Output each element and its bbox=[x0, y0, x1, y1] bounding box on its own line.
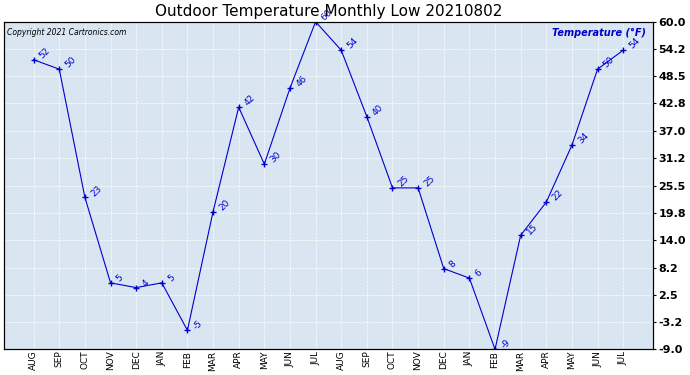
Text: 25: 25 bbox=[397, 174, 411, 189]
Text: 46: 46 bbox=[294, 74, 308, 89]
Text: 30: 30 bbox=[268, 150, 283, 165]
Text: 20: 20 bbox=[217, 198, 232, 212]
Text: -5: -5 bbox=[192, 318, 204, 331]
Text: -9: -9 bbox=[499, 337, 512, 350]
Text: 8: 8 bbox=[448, 259, 458, 269]
Text: 50: 50 bbox=[602, 56, 616, 70]
Text: 23: 23 bbox=[89, 184, 104, 198]
Title: Outdoor Temperature Monthly Low 20210802: Outdoor Temperature Monthly Low 20210802 bbox=[155, 4, 502, 19]
Text: 5: 5 bbox=[115, 273, 125, 284]
Text: 60: 60 bbox=[319, 8, 334, 22]
Text: Temperature (°F): Temperature (°F) bbox=[552, 28, 646, 38]
Text: 54: 54 bbox=[627, 36, 642, 51]
Text: 54: 54 bbox=[346, 36, 359, 51]
Text: 4: 4 bbox=[140, 278, 150, 288]
Text: 52: 52 bbox=[38, 46, 52, 60]
Text: 40: 40 bbox=[371, 103, 386, 117]
Text: 22: 22 bbox=[551, 188, 565, 203]
Text: 5: 5 bbox=[166, 273, 177, 284]
Text: 34: 34 bbox=[576, 131, 591, 146]
Text: 25: 25 bbox=[422, 174, 437, 189]
Text: 6: 6 bbox=[473, 268, 484, 279]
Text: 42: 42 bbox=[243, 93, 257, 108]
Text: Copyright 2021 Cartronics.com: Copyright 2021 Cartronics.com bbox=[8, 28, 127, 37]
Text: 15: 15 bbox=[525, 222, 540, 236]
Text: 50: 50 bbox=[63, 56, 78, 70]
